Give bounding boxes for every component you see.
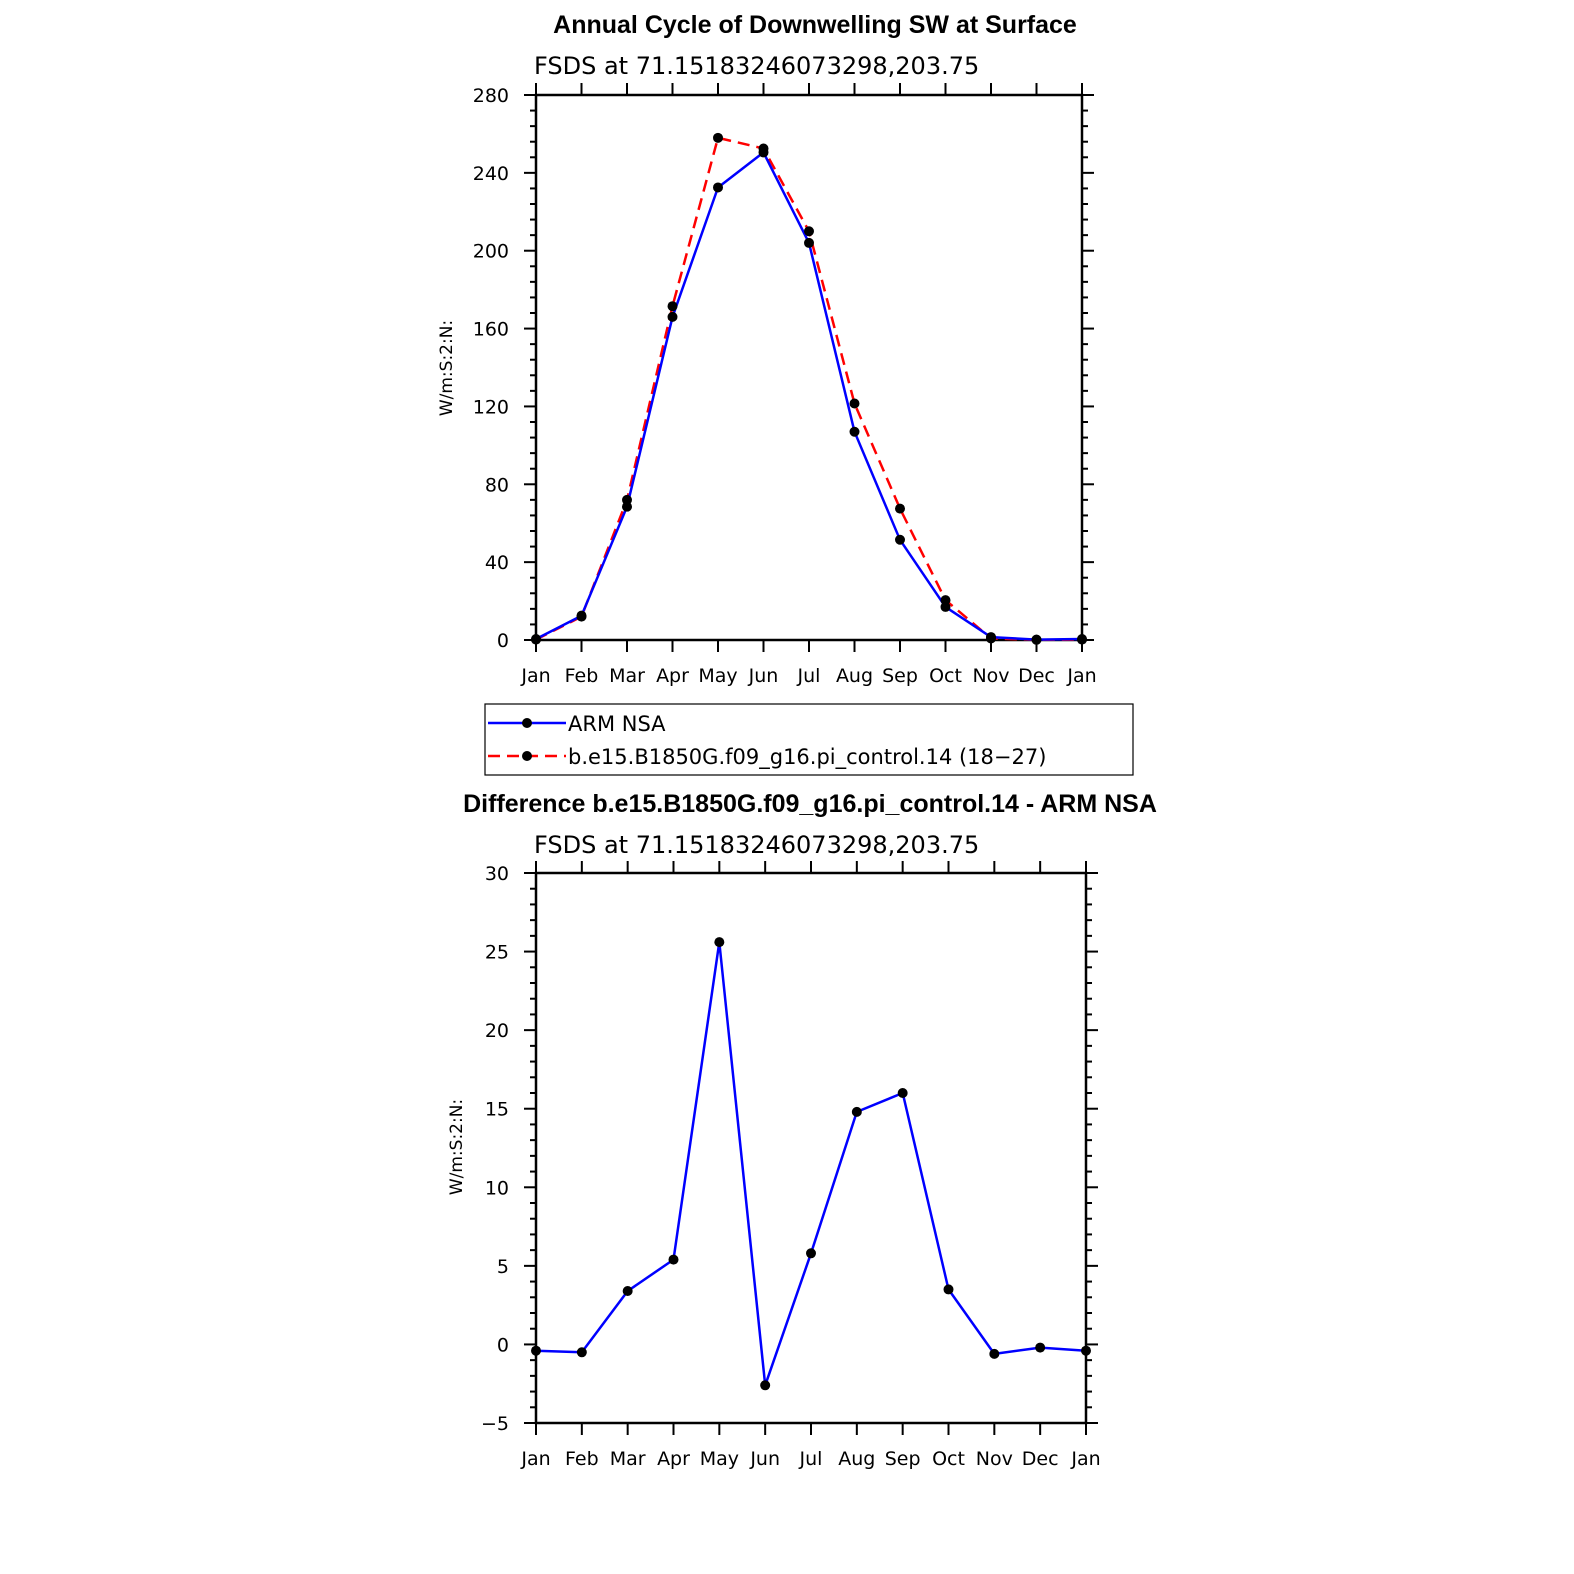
legend-label-arm-nsa: ARM NSA <box>568 712 666 736</box>
legend: ARM NSA b.e15.B1850G.f09_g16.pi_control.… <box>484 703 1134 776</box>
top-point-model <box>849 398 860 409</box>
top-point-model <box>531 634 541 645</box>
bottom-xtick-label: Sep <box>885 1448 921 1470</box>
bottom-xtick-label: Feb <box>565 1448 599 1470</box>
top-xtick-label: Nov <box>972 665 1009 687</box>
bottom-chart-ylabel: W/m:S:2:N: <box>447 1099 467 1195</box>
bottom-ytick-label: 5 <box>497 1256 509 1278</box>
top-point-model <box>1031 634 1042 645</box>
top-point-model <box>622 494 632 505</box>
top-chart-plot: 0 40 80 120 160 200 240 280 Jan Feb Mar Apr May Jun Ju… <box>473 83 1097 687</box>
bottom-xtick-label: Mar <box>610 1448 646 1470</box>
top-xtick-label: Mar <box>609 665 645 687</box>
top-xtick-label: May <box>698 665 737 687</box>
top-point-model <box>758 143 769 154</box>
top-xtick-label: Jun <box>748 665 779 687</box>
bottom-point-difference <box>622 1286 633 1296</box>
bottom-xtick-label: Jun <box>749 1448 780 1470</box>
top-xtick-label: Apr <box>656 665 689 687</box>
bottom-ytick-label: 10 <box>485 1177 509 1199</box>
bottom-xtick-label: Oct <box>932 1448 965 1470</box>
top-ytick-label: 200 <box>473 241 509 263</box>
top-point-model <box>804 226 814 237</box>
bottom-ytick-label: 20 <box>485 1020 509 1042</box>
top-xtick-label: Sep <box>882 665 918 687</box>
top-point-model <box>576 611 587 622</box>
top-point-model <box>667 301 678 312</box>
top-xtick-label: Aug <box>836 665 873 687</box>
top-series-line-model <box>535 136 1083 642</box>
bottom-point-difference <box>989 1348 1000 1359</box>
top-xtick-label: Oct <box>929 665 962 687</box>
top-point-model <box>940 595 951 606</box>
top-point-model <box>713 132 723 143</box>
bottom-xtick-label: Dec <box>1022 1448 1059 1470</box>
top-chart-ylabel: W/m:S:2:N: <box>437 320 457 416</box>
top-chart-title: Annual Cycle of Downwelling SW at Surfac… <box>553 11 1077 39</box>
bottom-point-difference <box>897 1088 908 1098</box>
top-point-arm-nsa <box>667 311 678 322</box>
bottom-point-difference <box>714 937 725 948</box>
top-series-line-arm-nsa <box>535 151 1083 641</box>
bottom-point-difference <box>1081 1345 1091 1356</box>
bottom-ytick-label: −5 <box>481 1413 509 1435</box>
bottom-ytick-label: 25 <box>485 942 509 964</box>
top-ytick-label: 120 <box>473 396 509 418</box>
top-ytick-label: 80 <box>485 474 509 496</box>
top-ytick-label: 240 <box>473 163 509 185</box>
legend-label-model: b.e15.B1850G.f09_g16.pi_control.14 (18−2… <box>568 745 1046 770</box>
bottom-point-difference <box>806 1248 816 1259</box>
top-point-arm-nsa <box>713 182 723 193</box>
top-ytick-label: 160 <box>473 319 509 341</box>
bottom-point-difference <box>851 1106 862 1117</box>
top-xtick-label: Feb <box>565 665 599 687</box>
legend-marker-arm-nsa <box>522 718 532 728</box>
top-point-model <box>1077 634 1087 645</box>
top-ytick-label: 0 <box>497 630 509 652</box>
bottom-point-difference <box>531 1345 541 1356</box>
bottom-point-difference <box>1035 1342 1046 1353</box>
top-point-arm-nsa <box>804 237 814 248</box>
bottom-plot-frame <box>534 871 1088 1425</box>
bottom-xtick-label: May <box>700 1448 739 1470</box>
top-ytick-label: 280 <box>473 85 509 107</box>
top-xtick-label: Jul <box>797 665 821 687</box>
bottom-point-difference <box>668 1254 679 1265</box>
bottom-point-difference <box>760 1380 771 1391</box>
top-xtick-label: Jan <box>1066 665 1096 687</box>
bottom-xtick-label: Jan <box>1070 1448 1100 1470</box>
top-point-model <box>986 633 996 644</box>
bottom-ytick-label: 15 <box>485 1099 509 1121</box>
bottom-xtick-label: Jan <box>520 1448 550 1470</box>
top-plot-frame <box>534 93 1084 642</box>
bottom-xtick-label: Aug <box>838 1448 875 1470</box>
bottom-xtick-label: Nov <box>976 1448 1013 1470</box>
legend-box <box>484 703 1134 776</box>
bottom-point-difference <box>576 1347 587 1358</box>
bottom-xtick-label: Jul <box>799 1448 823 1470</box>
bottom-chart-title: Difference b.e15.B1850G.f09_g16.pi_contr… <box>463 790 1157 818</box>
bottom-point-difference <box>943 1284 954 1295</box>
bottom-chart-plot: −5 0 5 10 15 20 25 30 Jan Feb Mar Apr May Jun Jul Aug Se… <box>481 861 1101 1470</box>
top-xtick-label: Dec <box>1018 665 1055 687</box>
top-point-arm-nsa <box>895 534 905 545</box>
bottom-ytick-label: 0 <box>497 1334 509 1356</box>
bottom-chart-subtitle: FSDS at 71.15183246073298,203.75 <box>534 831 979 859</box>
top-point-arm-nsa <box>849 426 860 437</box>
bottom-xtick-label: Apr <box>657 1448 690 1470</box>
top-ytick-label: 40 <box>485 552 509 574</box>
bottom-series-line-difference <box>535 940 1087 1387</box>
top-chart-subtitle: FSDS at 71.15183246073298,203.75 <box>534 52 979 80</box>
top-xtick-label: Jan <box>520 665 550 687</box>
top-point-model <box>895 503 905 514</box>
legend-marker-model <box>522 751 532 761</box>
bottom-ytick-label: 30 <box>485 863 509 885</box>
